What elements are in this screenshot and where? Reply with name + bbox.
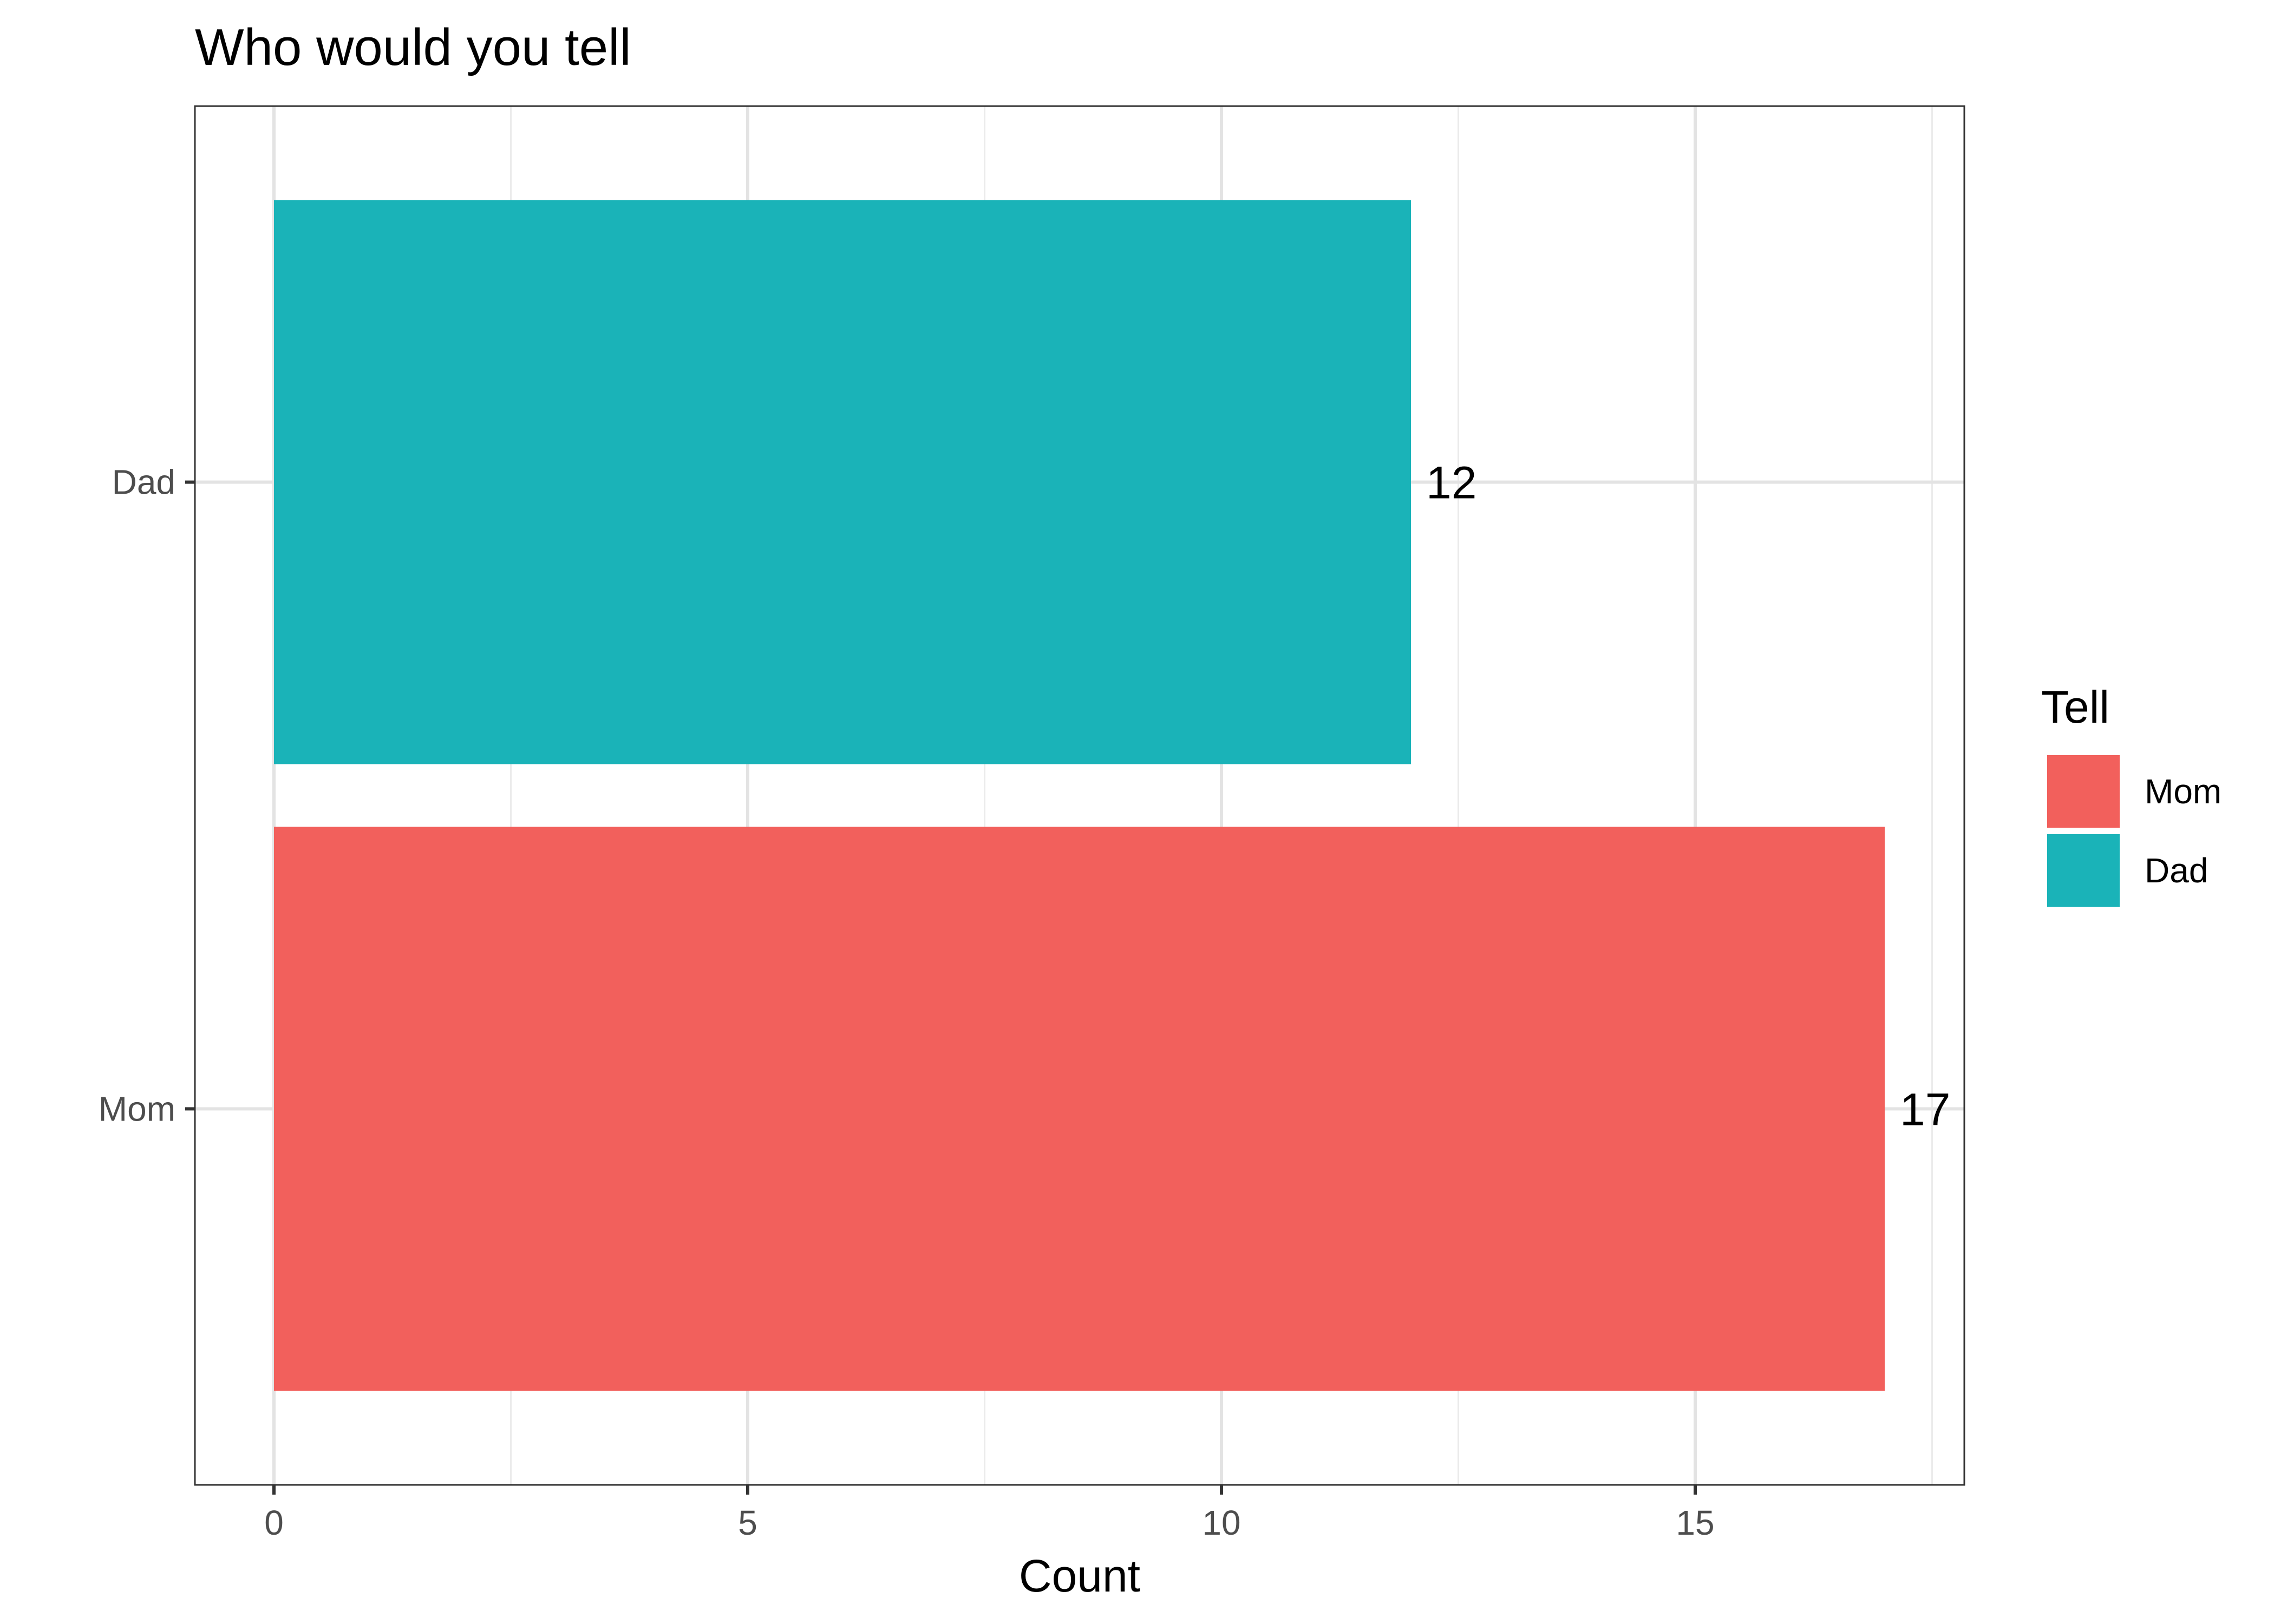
data-label-mom: 17 (1900, 1084, 1950, 1135)
chart-title: Who would you tell (195, 18, 631, 76)
legend: Tell Mom Dad (2041, 682, 2221, 907)
legend-key-mom (2047, 755, 2120, 828)
bars (274, 200, 1885, 1391)
x-axis-title: Count (1019, 1550, 1140, 1601)
legend-title: Tell (2041, 682, 2109, 732)
legend-label-mom: Mom (2145, 772, 2221, 811)
x-tick-label: 10 (1202, 1503, 1240, 1542)
y-tick-label: Mom (99, 1089, 175, 1128)
bar-mom (274, 827, 1885, 1391)
legend-key-dad (2047, 834, 2120, 907)
plot-border (194, 105, 1965, 1486)
x-tick-label: 5 (738, 1503, 757, 1542)
x-tick-label: 0 (264, 1503, 284, 1542)
y-tick-label: Dad (112, 463, 175, 502)
axes: Mom Dad 0 5 10 15 (99, 463, 1715, 1542)
legend-label-dad: Dad (2145, 851, 2208, 890)
data-label-dad: 12 (1426, 457, 1476, 508)
bar-dad (274, 200, 1411, 764)
x-tick-label: 15 (1676, 1503, 1714, 1542)
